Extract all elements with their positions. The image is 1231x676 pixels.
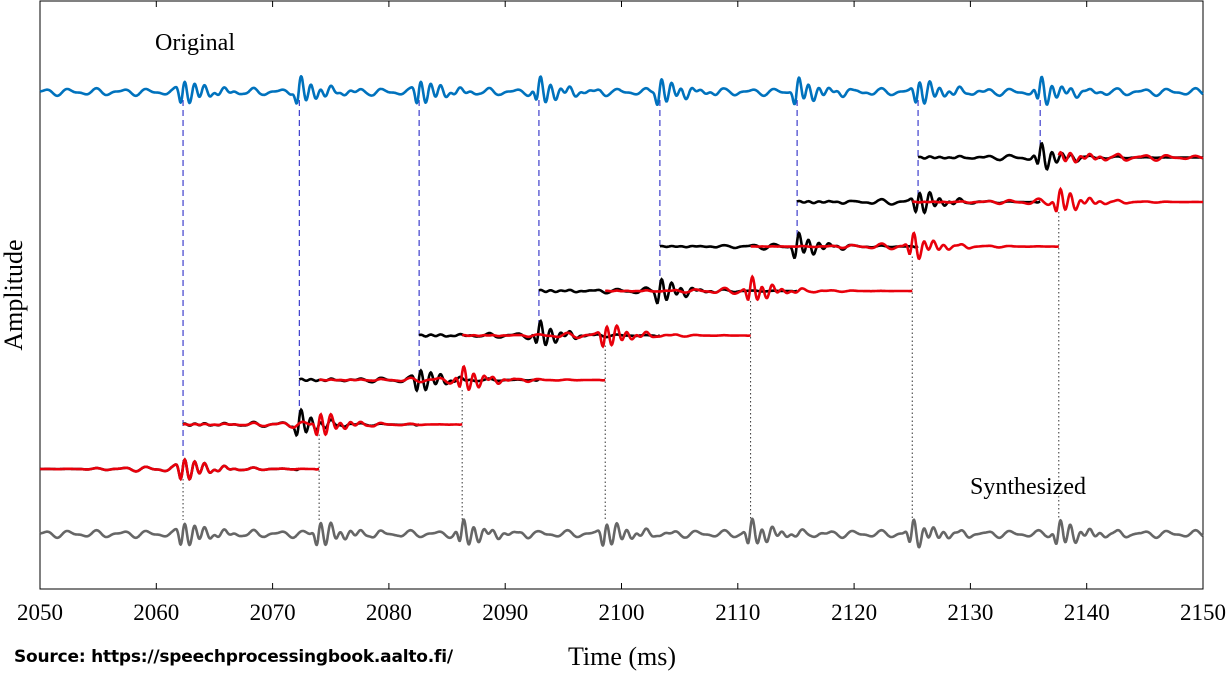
series-synthesized [39, 517, 1204, 549]
x-tick-label: 2140 [1064, 600, 1110, 625]
series-original [39, 75, 1204, 106]
synthesis-frame-6 [750, 231, 1060, 261]
synthesis-frame-8 [1057, 150, 1204, 164]
annotation-original: Original [155, 30, 235, 56]
x-tick-label: 2060 [133, 600, 179, 625]
x-tick-label: 2120 [831, 600, 877, 625]
x-axis-label: Time (ms) [568, 642, 676, 671]
y-axis-label: Amplitude [0, 239, 28, 350]
synthesis-frame-5 [604, 274, 913, 302]
synthesis-frame-7 [912, 186, 1203, 213]
x-tick-label: 2070 [250, 600, 296, 625]
analysis-frame-8 [917, 141, 1203, 171]
x-tick-label: 2110 [715, 600, 760, 625]
x-tick-label: 2050 [17, 600, 63, 625]
synthesis-frame-2 [182, 412, 463, 437]
plot-frame [39, 0, 1204, 590]
synthesis-frame-1 [40, 457, 320, 482]
synthesis-frame-3 [318, 364, 606, 392]
x-tick-label: 2130 [947, 600, 993, 625]
x-tick-label: 2080 [366, 600, 412, 625]
x-axis-ticks: 2050 2060 2070 2080 2090 2100 2110 2120 2130 2140… [17, 1, 1226, 625]
analysis-frame-4 [418, 319, 661, 347]
waveforms [39, 75, 1204, 549]
x-tick-label: 2090 [482, 600, 528, 625]
source-credit: Source: https://speechprocessingbook.aal… [14, 647, 453, 667]
x-tick-label: 2150 [1180, 600, 1226, 625]
annotation-synthesized: Synthesized [970, 474, 1086, 500]
pitch-mark-lines [182, 100, 1060, 520]
synthesis-frame-4 [461, 323, 751, 349]
x-tick-label: 2100 [599, 600, 645, 625]
